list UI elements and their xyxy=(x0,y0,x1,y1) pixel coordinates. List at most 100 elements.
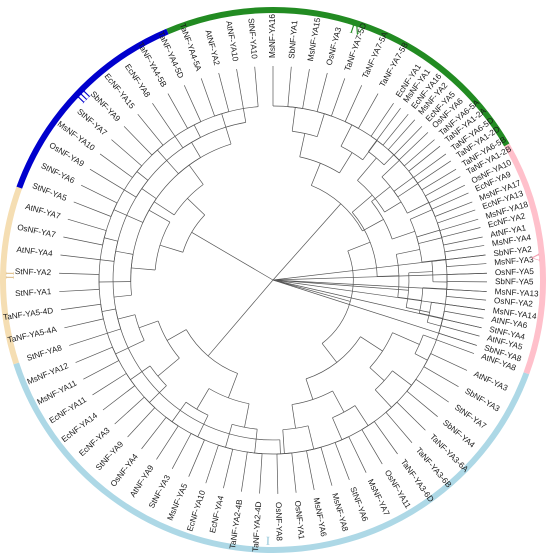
branch xyxy=(63,236,103,246)
branch xyxy=(59,272,100,275)
branch xyxy=(190,433,205,441)
leaf-label: MsNF-YA15 xyxy=(306,17,322,62)
branch xyxy=(427,322,441,327)
branch xyxy=(291,404,296,429)
branch xyxy=(187,198,205,216)
branch xyxy=(182,214,205,253)
branch xyxy=(279,439,281,454)
branch xyxy=(434,201,473,217)
branch xyxy=(221,113,232,145)
branch xyxy=(437,222,443,238)
branch xyxy=(291,107,296,132)
branch xyxy=(100,304,104,319)
branch xyxy=(136,171,149,181)
branch xyxy=(223,449,234,489)
branch xyxy=(334,436,349,443)
branch xyxy=(388,149,400,161)
group-label-IV: IV xyxy=(348,22,365,39)
branch xyxy=(351,194,373,213)
branch xyxy=(404,139,435,167)
branch xyxy=(99,153,133,178)
branch xyxy=(437,209,476,224)
leaf-label: TaNF-YA4-5A xyxy=(178,22,203,73)
branch xyxy=(141,188,157,199)
branch xyxy=(439,218,479,231)
branch xyxy=(115,340,145,355)
leaf-label: EcNF-YA10 xyxy=(185,489,207,533)
group-ring-I xyxy=(13,362,530,553)
branch xyxy=(406,379,417,392)
branch xyxy=(156,425,179,460)
branch xyxy=(157,357,180,377)
leaf-label: AtNF-YA7 xyxy=(24,202,62,221)
branch xyxy=(362,140,378,161)
branch xyxy=(101,308,116,312)
leaf-label: AtNF-YA3 xyxy=(472,369,509,393)
branch xyxy=(392,230,415,240)
branch xyxy=(374,421,398,455)
branch xyxy=(137,113,164,146)
branch xyxy=(347,241,371,252)
branch xyxy=(197,415,209,438)
branch xyxy=(440,325,480,337)
tree-branches xyxy=(59,66,487,494)
branch xyxy=(332,390,345,413)
branch xyxy=(443,236,483,246)
branch xyxy=(368,107,401,152)
branch xyxy=(159,244,184,253)
branch xyxy=(332,417,343,440)
branch xyxy=(115,308,122,330)
branch xyxy=(115,250,134,255)
branch xyxy=(417,160,452,184)
branch xyxy=(385,412,413,443)
branch xyxy=(340,145,363,161)
branch xyxy=(423,366,459,387)
branch xyxy=(157,149,179,174)
branch xyxy=(354,405,369,426)
branch xyxy=(441,227,481,238)
leaf-label: MsNF-YA3 xyxy=(494,255,534,267)
branch xyxy=(396,401,426,431)
branch xyxy=(393,191,408,214)
branch xyxy=(83,360,119,380)
branch xyxy=(200,78,215,117)
branch xyxy=(75,346,113,363)
branch xyxy=(418,287,424,314)
leaf-label: StNF-YA8 xyxy=(26,343,64,363)
branch xyxy=(218,444,233,450)
leaf-label: TaNF-YA5-4A xyxy=(7,325,58,345)
branch xyxy=(191,142,201,158)
branch xyxy=(178,157,201,174)
branch xyxy=(130,143,232,296)
branch xyxy=(361,429,383,465)
branch xyxy=(416,229,440,238)
branch xyxy=(392,370,412,386)
branch xyxy=(407,202,429,214)
leaf-label: SbNF-YA2 xyxy=(493,245,533,258)
branch xyxy=(340,124,353,147)
leaf-label: SbNF-YA5 xyxy=(495,277,534,286)
branch xyxy=(339,152,353,174)
branch xyxy=(396,249,420,255)
branch xyxy=(419,312,443,319)
branch xyxy=(374,389,392,408)
branch xyxy=(272,279,409,291)
branch xyxy=(357,157,377,181)
branch xyxy=(259,453,263,494)
branch xyxy=(383,154,395,166)
branch xyxy=(254,66,259,107)
branch xyxy=(440,311,445,326)
branch xyxy=(272,272,487,281)
branch xyxy=(302,69,310,109)
branch xyxy=(446,263,487,267)
group-ring-IV xyxy=(166,6,510,147)
branch xyxy=(408,145,441,172)
branch xyxy=(408,271,433,274)
branch xyxy=(410,209,433,220)
leaf-label: AtNF-YA2 xyxy=(203,29,221,67)
branch xyxy=(414,353,428,361)
branch xyxy=(362,219,384,232)
branch xyxy=(144,396,156,408)
leaf-label: EcNF-YA4 xyxy=(208,494,226,534)
branch xyxy=(191,232,274,281)
